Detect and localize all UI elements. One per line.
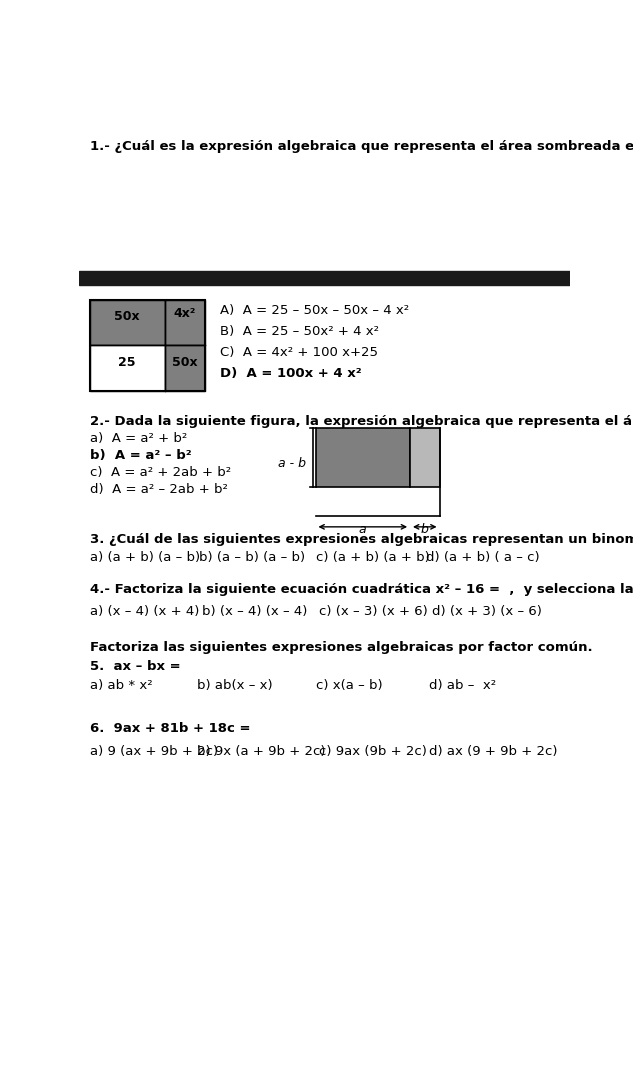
Bar [165, 346, 204, 391]
Bar [410, 427, 439, 487]
Text: 3. ¿Cuál de las siguientes expresiones algebraicas representan un binomio conjug: 3. ¿Cuál de las siguientes expresiones a… [90, 533, 633, 546]
Text: c) (x – 3) (x + 6): c) (x – 3) (x + 6) [320, 604, 428, 618]
Bar [315, 427, 410, 487]
Text: a) 9 (ax + 9b + 2c): a) 9 (ax + 9b + 2c) [90, 745, 218, 758]
Bar [90, 299, 204, 391]
Text: a)  A = a² + b²: a) A = a² + b² [90, 432, 187, 445]
Bar [90, 299, 165, 346]
Text: d)  A = a² – 2ab + b²: d) A = a² – 2ab + b² [90, 483, 228, 496]
Text: b) (x – 4) (x – 4): b) (x – 4) (x – 4) [201, 604, 307, 618]
Text: A)  A = 25 – 50x – 50x – 4 x²: A) A = 25 – 50x – 50x – 4 x² [220, 305, 410, 318]
Text: 1.- ¿Cuál es la expresión algebraica que representa el área sombreada en la figu: 1.- ¿Cuál es la expresión algebraica que… [90, 139, 633, 152]
Text: a - b: a - b [279, 457, 306, 470]
Text: 4.- Factoriza la siguiente ecuación cuadrática x² – 16 =  ,  y selecciona la res: 4.- Factoriza la siguiente ecuación cuad… [90, 583, 633, 597]
Bar [79, 271, 570, 285]
Text: a) ab * x²: a) ab * x² [90, 679, 153, 692]
Text: Factoriza las siguientes expresiones algebraicas por factor común.: Factoriza las siguientes expresiones alg… [90, 641, 592, 653]
Text: d) (a + b) ( a – c): d) (a + b) ( a – c) [426, 550, 540, 563]
Text: 25: 25 [118, 356, 136, 369]
Text: a: a [359, 523, 367, 536]
Text: c) 9ax (9b + 2c): c) 9ax (9b + 2c) [320, 745, 427, 758]
Text: b) ab(x – x): b) ab(x – x) [197, 679, 273, 692]
Text: d) (x + 3) (x – 6): d) (x + 3) (x – 6) [432, 604, 542, 618]
Text: b) (a – b) (a – b): b) (a – b) (a – b) [199, 550, 305, 563]
Text: 50x: 50x [115, 310, 140, 323]
Text: D)  A = 100x + 4 x²: D) A = 100x + 4 x² [220, 367, 362, 380]
Text: 5.  ax – bx =: 5. ax – bx = [90, 660, 180, 673]
Text: 50x: 50x [172, 356, 197, 369]
Text: c) (a + b) (a + b): c) (a + b) (a + b) [315, 550, 429, 563]
Bar [165, 299, 204, 346]
Text: b) 9x (a + 9b + 2c): b) 9x (a + 9b + 2c) [197, 745, 325, 758]
Text: d) ax (9 + 9b + 2c): d) ax (9 + 9b + 2c) [429, 745, 558, 758]
Text: C)  A = 4x² + 100 x+25: C) A = 4x² + 100 x+25 [220, 346, 378, 358]
Text: 4x²: 4x² [173, 307, 196, 321]
Text: d) ab –  x²: d) ab – x² [429, 679, 496, 692]
Text: c)  A = a² + 2ab + b²: c) A = a² + 2ab + b² [90, 466, 231, 479]
Text: B)  A = 25 – 50x² + 4 x²: B) A = 25 – 50x² + 4 x² [220, 325, 379, 338]
Text: a) (a + b) (a – b): a) (a + b) (a – b) [90, 550, 200, 563]
Text: c) x(a – b): c) x(a – b) [315, 679, 382, 692]
Text: a) (x – 4) (x + 4): a) (x – 4) (x + 4) [90, 604, 199, 618]
Text: 6.  9ax + 81b + 18c =: 6. 9ax + 81b + 18c = [90, 722, 251, 735]
Bar [90, 346, 165, 391]
Text: 2.- Dada la siguiente figura, la expresión algebraica que representa el área tot: 2.- Dada la siguiente figura, la expresi… [90, 415, 633, 428]
Text: b)  A = a² – b²: b) A = a² – b² [90, 450, 192, 462]
Text: b: b [421, 523, 429, 536]
